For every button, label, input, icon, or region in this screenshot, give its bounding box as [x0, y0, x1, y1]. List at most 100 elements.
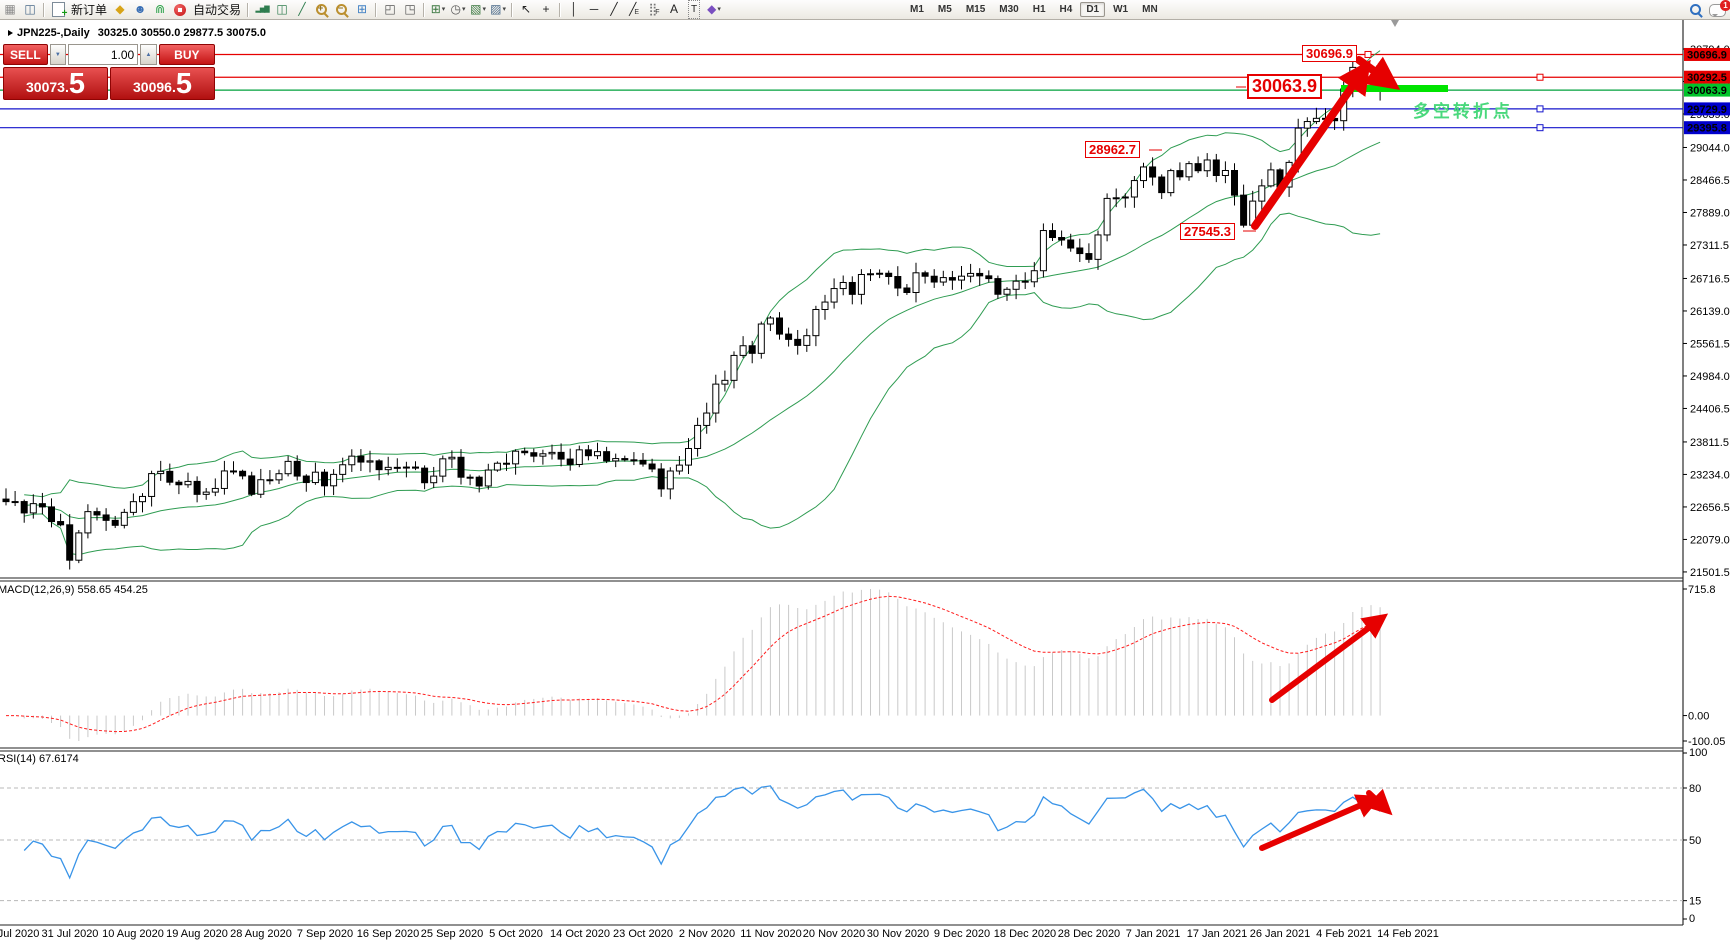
volume-input[interactable]: [68, 44, 139, 65]
volume-increase-button[interactable]: ▲: [140, 44, 157, 65]
annotation-price-label-27545[interactable]: 27545.3: [1180, 223, 1235, 240]
svg-text:21501.5: 21501.5: [1690, 567, 1730, 579]
annotation-price-label-30696[interactable]: 30696.9: [1302, 45, 1357, 62]
annotation-turning-point-text[interactable]: 多空转折点: [1413, 102, 1513, 121]
annotation-price-label-28962[interactable]: 28962.7: [1085, 141, 1140, 158]
toolbar: ▦ ◫ + 新订单 ◆ ☻ ⋒ 自动交易 ▂▅▇ ◫ ╱ + − ⊞ ◰ ◳ ⊞ ▾ ◷ ▾ ▧ ▾ ▨ ▾ ↖ + │ ─ ╱ ╱ E ⣿ F…: [0, 0, 1730, 20]
svg-text:9 Dec 2020: 9 Dec 2020: [934, 928, 990, 940]
templates-dropdown[interactable]: ▨ ▾: [490, 2, 506, 16]
bar-chart-icon[interactable]: ▂▅▇: [255, 6, 269, 13]
toolbar-separator: [375, 2, 378, 17]
fibonacci-icon[interactable]: ⣿ F: [648, 2, 660, 16]
community-icon[interactable]: ☻: [133, 2, 147, 16]
toolbar-separator: [43, 2, 45, 17]
trend-arrows[interactable]: [1251, 56, 1401, 851]
signal-icon[interactable]: ⋒: [154, 2, 166, 16]
svg-text:24984.0: 24984.0: [1690, 371, 1730, 383]
svg-text:23811.5: 23811.5: [1690, 437, 1729, 449]
svg-text:26139.0: 26139.0: [1690, 306, 1730, 318]
timeframe-button-m15[interactable]: M15: [965, 4, 986, 15]
line-chart-icon[interactable]: ╱: [298, 2, 306, 16]
autotrade-icon[interactable]: [170, 1, 190, 18]
window-icon[interactable]: ▦: [4, 2, 16, 16]
svg-text:30292.5: 30292.5: [1687, 72, 1727, 84]
svg-text:2 Jul 2020: 2 Jul 2020: [0, 928, 39, 940]
toolbar-separator: [247, 2, 250, 17]
svg-text:22079.0: 22079.0: [1690, 534, 1730, 546]
new-order-icon[interactable]: +: [48, 1, 68, 19]
timeframe-button-h1[interactable]: H1: [1032, 4, 1046, 15]
svg-text:22656.5: 22656.5: [1690, 502, 1730, 514]
notification-badge: 1: [1720, 0, 1730, 11]
arrange-charts-icon[interactable]: ◰: [384, 2, 396, 16]
chart-symbol-arrow-icon: [8, 30, 13, 36]
text-icon[interactable]: A: [670, 2, 679, 16]
notifications-icon[interactable]: 1: [1709, 0, 1730, 17]
volume-decrease-button[interactable]: ▼: [49, 44, 67, 65]
zoom-out-icon[interactable]: −: [332, 1, 352, 18]
timeframe-button-w1[interactable]: W1: [1113, 4, 1129, 15]
chart-preview-icon[interactable]: ◫: [24, 2, 36, 16]
svg-text:30063.9: 30063.9: [1687, 85, 1727, 97]
sell-price-box[interactable]: 30073. 5: [3, 67, 108, 100]
cursor-icon[interactable]: ↖: [521, 2, 532, 16]
svg-text:18 Dec 2020: 18 Dec 2020: [994, 928, 1056, 940]
buy-button[interactable]: BUY: [158, 44, 215, 65]
annotation-price-label-30063[interactable]: 30063.9: [1247, 74, 1323, 99]
new-order-label[interactable]: 新订单: [71, 3, 108, 17]
timeframe-button-mn[interactable]: MN: [1142, 4, 1158, 15]
crosshair-icon[interactable]: +: [542, 2, 550, 16]
chart-symbol-period: JPN225-,Daily: [17, 27, 90, 39]
candles-layer[interactable]: [2, 54, 1384, 570]
svg-text:29044.0: 29044.0: [1690, 142, 1730, 154]
search-icon[interactable]: [1689, 3, 1703, 17]
toolbar-separator: [511, 2, 514, 17]
horizontal-lines[interactable]: [0, 53, 1683, 129]
svg-text:26716.5: 26716.5: [1690, 273, 1730, 285]
tile-windows-icon[interactable]: ⊞: [357, 2, 368, 16]
indicators-dropdown[interactable]: ▧ ▾: [470, 2, 486, 16]
svg-text:80: 80: [1689, 783, 1701, 795]
timeframe-button-m5[interactable]: M5: [937, 4, 952, 15]
svg-text:15: 15: [1689, 896, 1701, 908]
macd-panel[interactable]: [6, 589, 1381, 741]
buy-price-box[interactable]: 30096. 5: [110, 67, 215, 100]
vertical-line-icon[interactable]: │: [570, 2, 578, 16]
zoom-in-icon[interactable]: +: [312, 1, 332, 18]
sell-price-main: 30073.: [26, 79, 69, 95]
line-handles[interactable]: [1364, 50, 1544, 132]
text-label-icon[interactable]: T: [684, 0, 704, 19]
horizontal-line-icon[interactable]: ─: [589, 2, 599, 16]
svg-text:25561.5: 25561.5: [1690, 338, 1730, 350]
rsi-axis: 100 80 50 15 0: [1683, 747, 1707, 925]
shift-chart-icon[interactable]: ◳: [404, 2, 416, 16]
timeframe-button-h4[interactable]: H4: [1059, 4, 1073, 15]
svg-text:17 Jan 2021: 17 Jan 2021: [1187, 928, 1248, 940]
equidistant-channel-icon[interactable]: ╱ E: [629, 2, 639, 16]
svg-text:10 Aug 2020: 10 Aug 2020: [102, 928, 164, 940]
arrows-icon[interactable]: ◆ ▾: [707, 2, 721, 16]
svg-text:28466.5: 28466.5: [1690, 175, 1730, 187]
autotrade-label[interactable]: 自动交易: [193, 3, 242, 17]
timeframe-button-m1[interactable]: M1: [910, 4, 924, 15]
svg-text:29395.8: 29395.8: [1687, 123, 1727, 135]
spinner-down-icon: ▼: [54, 51, 61, 58]
svg-text:11 Nov 2020: 11 Nov 2020: [740, 928, 802, 940]
new-chart-dropdown[interactable]: ⊞ ▾: [430, 2, 446, 16]
toolbar-separator: [559, 2, 562, 17]
candlestick-chart-icon[interactable]: ◫: [276, 2, 288, 16]
timeframe-button-m30[interactable]: M30: [999, 4, 1019, 15]
profiles-icon[interactable]: ◆: [115, 2, 125, 16]
trendline-icon[interactable]: ╱: [610, 2, 618, 16]
svg-text:14 Oct 2020: 14 Oct 2020: [550, 928, 610, 940]
sell-button[interactable]: SELL: [3, 44, 48, 65]
period-dropdown[interactable]: ◷ ▾: [450, 2, 466, 16]
rsi-panel[interactable]: [0, 785, 1683, 902]
svg-text:27311.5: 27311.5: [1690, 240, 1729, 252]
svg-text:20 Nov 2020: 20 Nov 2020: [803, 928, 865, 940]
timeframe-button-d1[interactable]: D1: [1080, 2, 1106, 17]
